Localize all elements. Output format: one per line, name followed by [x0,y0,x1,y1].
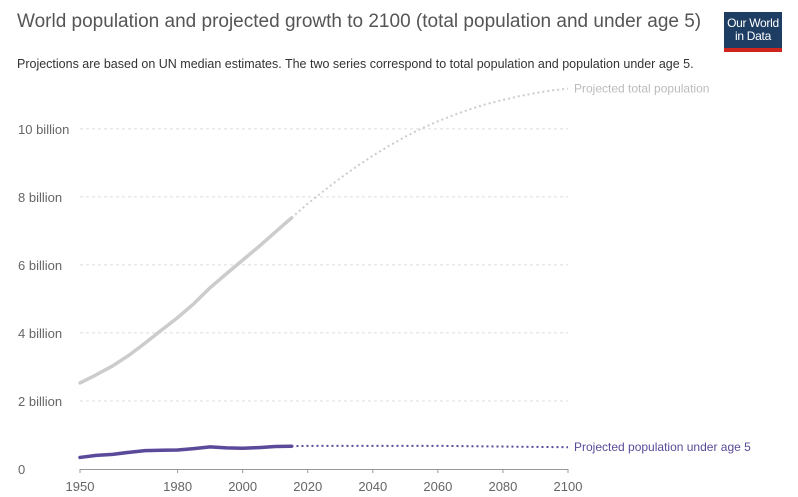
axes: 0 2 billion 4 billion 6 billion 8 billion 10 … [18,122,582,494]
x-tick-label: 2060 [423,479,452,494]
series-line-total-historical [78,216,294,385]
series-label-total: Projected total population [574,82,709,96]
y-tick-label: 6 billion [18,258,62,273]
gridlines [80,128,568,402]
chart-subtitle: Projections are based on UN median estim… [17,57,694,71]
series-line-under5-projected [291,444,569,449]
logo-line-2: in Data [735,29,771,43]
x-tick-label: 2080 [488,479,517,494]
owid-logo[interactable]: Our World in Data [724,12,782,52]
series-label-under5: Projected population under age 5 [574,440,751,454]
logo-accent-bar [724,48,782,52]
x-tick-label: 2040 [358,479,387,494]
x-tick-label: 1950 [66,479,95,494]
x-tick-label: 2020 [293,479,322,494]
series-line-under5-historical [78,444,294,460]
y-tick-label: 4 billion [18,326,62,341]
y-tick-label: 10 billion [18,122,69,137]
x-tick-label: 2000 [228,479,257,494]
x-tick-label: 1980 [163,479,192,494]
series [78,87,569,460]
chart-title: World population and projected growth to… [17,11,702,32]
series-labels: Projected total population Projected popu… [574,82,751,455]
y-tick-label: 0 [18,462,25,477]
logo-line-1: Our World [727,16,779,30]
x-tick-label: 2100 [554,479,583,494]
y-tick-label: 2 billion [18,394,62,409]
y-tick-label: 8 billion [18,190,62,205]
series-line-total-projected [290,87,569,219]
